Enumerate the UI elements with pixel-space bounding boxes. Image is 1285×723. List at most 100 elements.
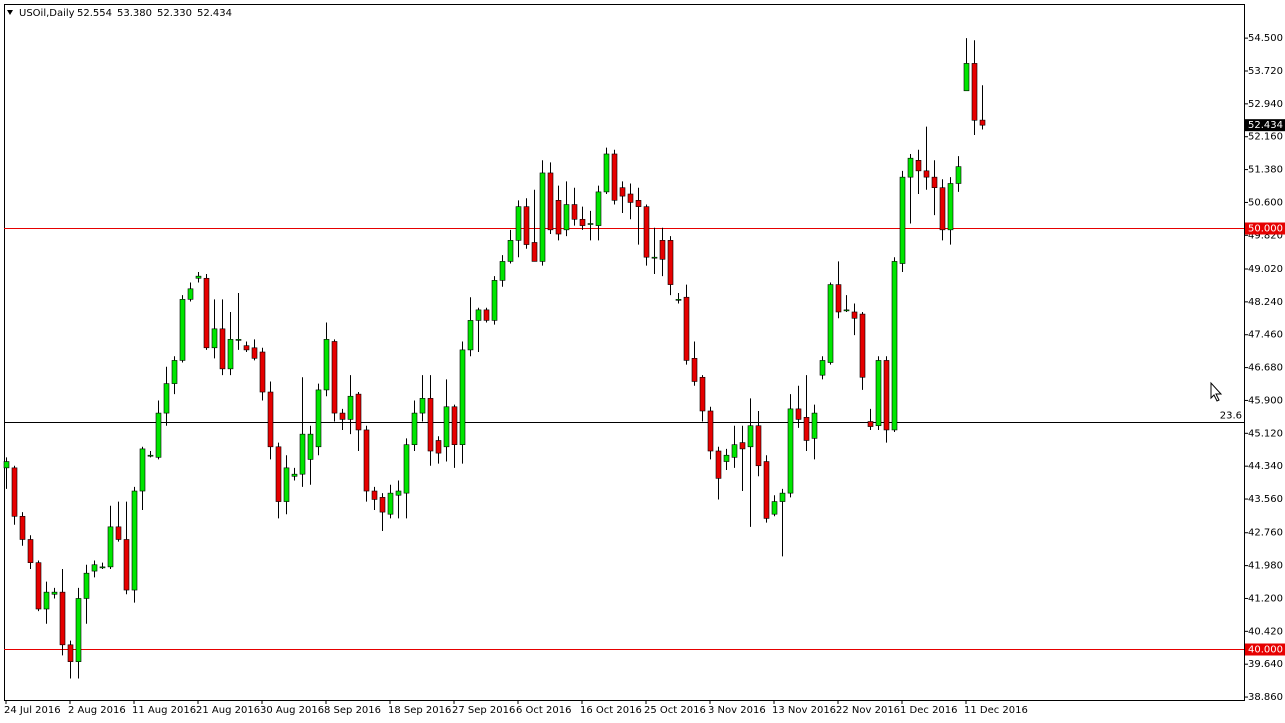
candle-body [243,345,250,351]
candle-body [579,218,586,226]
line-label: 23.6 [1220,411,1242,422]
candle-body [339,412,346,420]
x-tick-label: 13 Nov 2016 [772,705,836,716]
y-tick-label: 41.980 [1248,561,1283,572]
candle-body [323,339,330,391]
y-tick-label: 49.020 [1248,264,1283,275]
candle-body [875,360,882,427]
candle-body [411,412,418,445]
candle-body [531,242,538,262]
price-marker-label: 52.434 [1248,120,1283,131]
x-tick-label: 16 Oct 2016 [580,705,642,716]
candle-body [227,339,234,370]
candle-body [371,490,378,500]
price-marker-box [1245,119,1285,132]
x-tick-label: 1 Dec 2016 [900,705,958,716]
candle-body [291,473,298,477]
candle-body [435,440,442,454]
candle-body [683,296,690,361]
candle-body [635,200,642,207]
candle-body [907,157,914,178]
candle-body [387,492,394,515]
candle-body [611,153,618,201]
candle-body [843,309,850,312]
candle-body [59,591,66,646]
y-tick-label: 47.460 [1248,330,1283,341]
candle-body [923,170,930,178]
x-tick-label: 27 Sep 2016 [452,705,515,716]
candle-body [667,240,674,285]
y-tick-label: 52.940 [1248,99,1283,110]
candle-body [979,119,986,126]
candle-body [731,444,738,458]
candle-body [779,492,786,502]
line-label-box [1245,643,1285,656]
candle-body [915,160,922,172]
candle-body [75,598,82,662]
candle-body [899,176,906,264]
candle-body [819,360,826,376]
candle-body [427,398,434,452]
candle-body [331,341,338,414]
candle-body [955,166,962,184]
candle-body [267,391,274,448]
candle-body [155,412,162,458]
candle-body [163,383,170,414]
y-tick-label: 51.380 [1248,165,1283,176]
cursor [1210,381,1223,402]
candle-body [43,591,50,610]
candle-body [931,176,938,188]
x-tick-label: 30 Aug 2016 [260,705,324,716]
candle-body [187,288,194,300]
candle-body [19,516,26,540]
menu-arrow[interactable] [7,10,13,15]
candle-body [179,299,186,361]
candle-body [315,389,322,448]
x-tick-label: 18 Sep 2016 [388,705,451,716]
y-tick-label: 49.820 [1248,230,1283,241]
candle-body [251,347,258,359]
candle-body [275,446,282,502]
candle-body [235,339,242,341]
candle-body [707,410,714,452]
candle-body [219,328,226,370]
candle-body [499,261,506,281]
candle-body [515,206,522,241]
x-tick-label: 21 Aug 2016 [196,705,260,716]
candle-body [963,63,970,92]
candle-body [51,591,58,595]
candle-body [547,172,554,231]
y-tick-label: 41.200 [1248,593,1283,604]
candle-body [107,526,114,568]
candle-body [283,467,290,502]
candle-body [699,376,706,412]
candle-body [739,442,746,450]
candle-body [523,206,530,245]
candle-body [675,299,682,301]
line-label-box [1245,222,1285,235]
candle-body [827,284,834,363]
x-tick-label: 11 Aug 2016 [132,705,196,716]
y-tick-label: 50.600 [1248,197,1283,208]
candle-body [723,454,730,462]
candle-body [211,328,218,349]
candle-body [443,406,450,448]
candle-body [627,193,634,203]
candle-body [139,448,146,492]
y-tick-label: 45.900 [1248,395,1283,406]
candle-body [99,566,106,569]
ohlc-header: 52.554 53.380 52.330 52.434 [77,8,232,19]
y-tick-label: 48.240 [1248,297,1283,308]
ohlc-value: 52.554 [77,8,112,19]
candle-body [939,187,946,231]
candle-body [195,275,202,279]
ohlc-value: 53.380 [117,8,152,19]
candle-body [115,526,122,540]
y-tick-label: 52.160 [1248,132,1283,143]
candle-body [659,240,666,260]
candle-body [123,539,130,591]
candle-body [491,280,498,321]
candle-body [467,320,474,351]
y-tick-label: 38.860 [1248,692,1283,703]
